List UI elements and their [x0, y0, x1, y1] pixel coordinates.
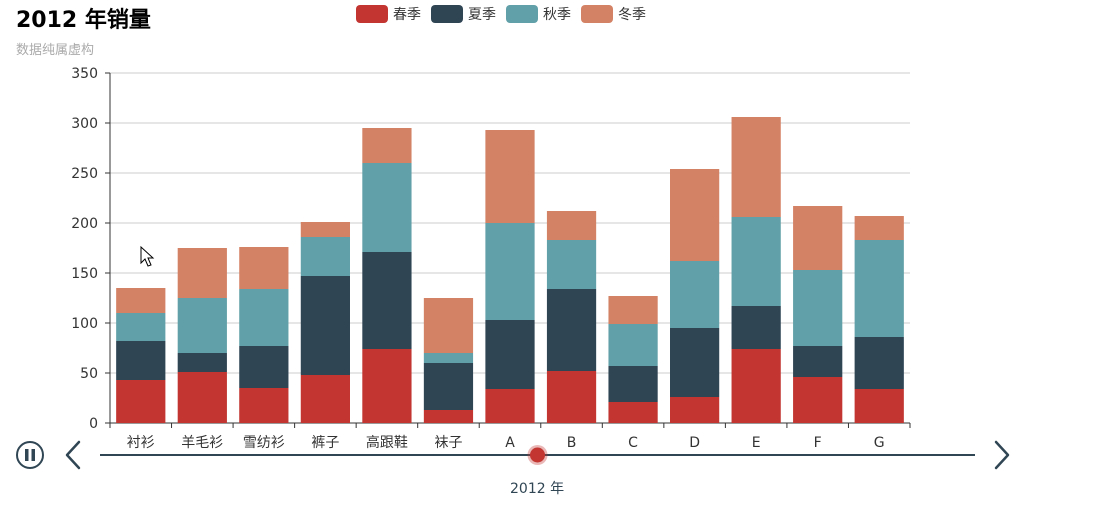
bar-summer[interactable] — [670, 328, 720, 397]
chart-title: 2012 年销量 — [16, 8, 151, 33]
pause-icon[interactable] — [16, 441, 44, 469]
x-tick-label: 雪纺衫 — [243, 435, 285, 451]
y-tick-label: 150 — [71, 266, 98, 282]
bar-spring[interactable] — [300, 375, 350, 423]
x-tick-label: D — [689, 435, 700, 451]
bar-winter[interactable] — [608, 296, 658, 324]
bar-winter[interactable] — [485, 130, 535, 223]
chevron-right-icon[interactable] — [994, 440, 1010, 470]
bar-summer[interactable] — [608, 366, 658, 402]
bar-winter[interactable] — [300, 222, 350, 237]
bar-summer[interactable] — [362, 252, 412, 349]
bar-autumn[interactable] — [423, 353, 474, 363]
bar-autumn[interactable] — [731, 217, 781, 306]
legend-swatch-summer — [431, 5, 463, 23]
legend: 春季 夏季 秋季 冬季 — [356, 4, 646, 24]
x-tick-label: 衬衫 — [127, 435, 155, 451]
x-tick-label: B — [567, 435, 577, 451]
bar-summer[interactable] — [177, 353, 227, 372]
legend-swatch-spring — [356, 5, 388, 23]
x-tick-label: 羊毛衫 — [181, 435, 223, 451]
bar-spring[interactable] — [116, 380, 166, 423]
x-tick-label: 高跟鞋 — [366, 434, 408, 451]
bar-spring[interactable] — [177, 372, 227, 423]
bar-summer[interactable] — [116, 341, 166, 380]
bar-winter[interactable] — [239, 247, 289, 289]
bar-summer[interactable] — [731, 306, 781, 349]
legend-label-autumn: 秋季 — [543, 7, 571, 23]
bar-spring[interactable] — [670, 397, 720, 423]
bar-winter[interactable] — [546, 211, 597, 240]
x-tick-label: A — [505, 435, 515, 451]
bar-autumn[interactable] — [116, 313, 166, 341]
bar-autumn[interactable] — [177, 298, 227, 353]
bar-winter[interactable] — [670, 169, 720, 261]
y-tick-label: 300 — [71, 116, 98, 132]
x-tick-label: F — [814, 435, 822, 451]
bar-summer[interactable] — [793, 346, 843, 377]
bar-spring[interactable] — [546, 371, 597, 423]
bar-spring[interactable] — [608, 402, 658, 423]
bar-spring[interactable] — [854, 389, 904, 423]
bar-winter[interactable] — [423, 298, 474, 353]
y-tick-label: 350 — [71, 66, 98, 82]
y-tick-label: 250 — [71, 166, 98, 182]
bar-summer[interactable] — [546, 289, 597, 371]
bar-summer[interactable] — [239, 346, 289, 388]
bar-spring[interactable] — [793, 377, 843, 423]
bar-autumn[interactable] — [854, 240, 904, 337]
bar-spring[interactable] — [423, 410, 474, 423]
bar-winter[interactable] — [362, 128, 412, 163]
legend-swatch-winter — [581, 5, 613, 23]
bar-winter[interactable] — [177, 248, 227, 298]
bar-autumn[interactable] — [793, 270, 843, 346]
bar-summer[interactable] — [300, 276, 350, 375]
x-tick-label: C — [628, 435, 638, 451]
x-tick-label: G — [874, 435, 885, 451]
legend-label-spring: 春季 — [393, 7, 421, 23]
legend-item-winter[interactable]: 冬季 — [581, 4, 646, 24]
legend-item-autumn[interactable]: 秋季 — [506, 4, 571, 24]
bar-autumn[interactable] — [670, 261, 720, 328]
chart-subtitle: 数据纯属虚构 — [16, 43, 95, 58]
legend-label-winter: 冬季 — [618, 7, 646, 23]
bar-autumn[interactable] — [485, 223, 535, 320]
bar-autumn[interactable] — [546, 240, 597, 289]
pause-bar-left — [25, 449, 29, 461]
bar-winter[interactable] — [854, 216, 904, 240]
legend-swatch-autumn — [506, 5, 538, 23]
bar-spring[interactable] — [239, 388, 289, 423]
pause-bar-right — [31, 449, 35, 461]
bar-summer[interactable] — [485, 320, 535, 389]
legend-item-spring[interactable]: 春季 — [356, 4, 421, 24]
chevron-left-icon[interactable] — [65, 440, 81, 470]
bar-summer[interactable] — [423, 363, 474, 410]
y-tick-label: 200 — [71, 216, 98, 232]
bar-winter[interactable] — [793, 206, 843, 270]
timeline-handle[interactable] — [530, 447, 545, 463]
bar-spring[interactable] — [485, 389, 535, 423]
bar-autumn[interactable] — [239, 289, 289, 346]
x-tick-label: E — [752, 435, 761, 451]
mouse-cursor-icon — [140, 245, 155, 267]
legend-item-summer[interactable]: 夏季 — [431, 4, 496, 24]
bar-spring[interactable] — [731, 349, 781, 423]
bar-winter[interactable] — [731, 117, 781, 217]
bar-summer[interactable] — [854, 337, 904, 389]
bar-autumn[interactable] — [300, 237, 350, 276]
timeline-current-label: 2012 年 — [510, 481, 565, 497]
y-tick-label: 100 — [71, 316, 98, 332]
bar-spring[interactable] — [362, 349, 412, 423]
bar-autumn[interactable] — [608, 324, 658, 366]
x-tick-label: 袜子 — [434, 435, 462, 451]
x-tick-label: 裤子 — [311, 435, 339, 451]
legend-label-summer: 夏季 — [468, 7, 496, 23]
bar-autumn[interactable] — [362, 163, 412, 252]
bar-winter[interactable] — [116, 288, 166, 313]
y-tick-label: 50 — [80, 366, 98, 382]
y-tick-label: 0 — [89, 416, 98, 432]
